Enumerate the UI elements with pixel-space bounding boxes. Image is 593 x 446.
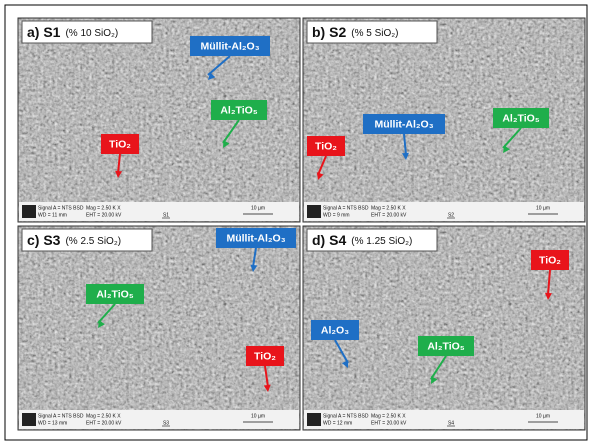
micrograph	[18, 226, 300, 430]
info-wd: WD = 11 mm	[38, 212, 67, 218]
annotation-label: TiO₂	[539, 254, 561, 266]
annotation-label: Al₂TiO₅	[96, 288, 133, 300]
annotation-label: TiO₂	[109, 138, 131, 150]
zeiss-logo	[307, 413, 321, 426]
panel-id: a) S1	[27, 24, 61, 40]
annotation-label: Müllit-Al₂O₃	[200, 40, 259, 52]
info-wd: WD = 13 mm	[38, 420, 67, 426]
info-mag: Mag = 2.50 K X	[86, 413, 121, 419]
info-sample: S3	[163, 420, 169, 426]
info-mag: Mag = 2.50 K X	[371, 205, 406, 211]
info-sample: S4	[448, 420, 454, 426]
annotation-label: TiO₂	[315, 140, 337, 152]
info-signal: Signal A = NTS BSD	[38, 205, 84, 211]
zeiss-logo	[307, 205, 321, 218]
info-mag: Mag = 2.50 K X	[371, 413, 406, 419]
panel-id: d) S4	[312, 232, 346, 248]
zeiss-logo	[22, 205, 36, 218]
info-scale: 10 µm	[251, 205, 265, 211]
annotation-label: Al₂TiO₅	[502, 112, 539, 124]
info-mag: Mag = 2.50 K X	[86, 205, 121, 211]
annotation-label: Müllit-Al₂O₃	[226, 232, 285, 244]
info-scale: 10 µm	[251, 413, 265, 419]
info-scale: 10 µm	[536, 205, 550, 211]
info-wd: WD = 12 mm	[323, 420, 352, 426]
info-scale: 10 µm	[536, 413, 550, 419]
annotation-label: Al₂TiO₅	[427, 340, 464, 352]
annotation-label: Al₂TiO₅	[220, 104, 257, 116]
zeiss-logo	[22, 413, 36, 426]
composition: (% 1.25 SiO₂)	[351, 236, 412, 247]
info-wd: WD = 9 mm	[323, 212, 350, 218]
info-signal: Signal A = NTS BSD	[323, 205, 369, 211]
panel-id: b) S2	[312, 24, 346, 40]
info-eht: EHT = 20.00 kV	[371, 212, 407, 218]
composition: (% 10 SiO₂)	[65, 28, 118, 39]
info-eht: EHT = 20.00 kV	[86, 420, 122, 426]
annotation-label: TiO₂	[254, 350, 276, 362]
figure: Signal A = NTS BSDWD = 11 mmMag = 2.50 K…	[0, 0, 593, 446]
composition: (% 5 SiO₂)	[351, 28, 398, 39]
info-eht: EHT = 20.00 kV	[371, 420, 407, 426]
info-eht: EHT = 20.00 kV	[86, 212, 122, 218]
annotation-label: Al₂O₃	[321, 324, 349, 336]
annotation-label: Müllit-Al₂O₃	[374, 118, 433, 130]
composition: (% 2.5 SiO₂)	[65, 236, 121, 247]
info-signal: Signal A = NTS BSD	[38, 413, 84, 419]
info-sample: S1	[163, 212, 169, 218]
info-signal: Signal A = NTS BSD	[323, 413, 369, 419]
info-sample: S2	[448, 212, 454, 218]
panel-id: c) S3	[27, 232, 61, 248]
